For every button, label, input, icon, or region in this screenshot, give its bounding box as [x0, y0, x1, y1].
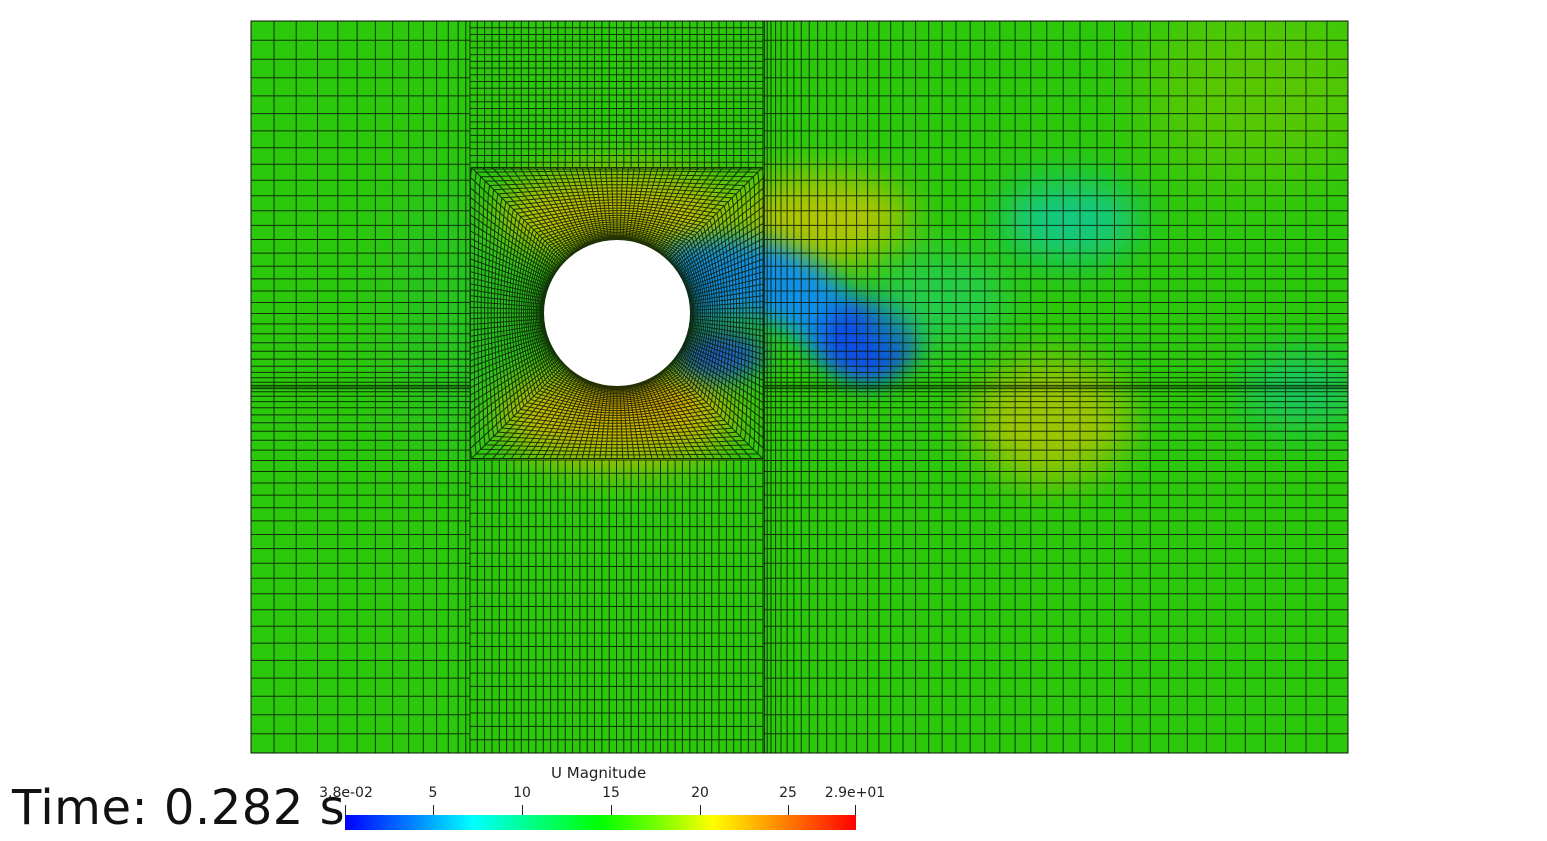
legend-tick-mark [611, 805, 612, 815]
legend-tick-mark [855, 805, 856, 815]
legend-tick-label: 2.9e+01 [824, 785, 886, 801]
legend-tick-label: 10 [513, 785, 531, 801]
legend-tick-label: 20 [691, 785, 709, 801]
mesh-grid [251, 21, 1348, 753]
legend-tick-mark [700, 805, 701, 815]
velocity-field [251, 21, 1348, 753]
legend-tick-label: 5 [428, 785, 438, 801]
legend-tick-label: 3.8e-02 [319, 785, 373, 801]
legend-tick-mark [433, 805, 434, 815]
cylinder [544, 240, 690, 386]
legend-tick-mark [345, 805, 346, 815]
legend-title: U Magnitude [551, 764, 647, 782]
mesh-lines [251, 21, 1348, 753]
legend-tick-mark [522, 805, 523, 815]
colorbar [345, 815, 856, 830]
domain-border [250, 20, 1349, 754]
legend-tick-mark [788, 805, 789, 815]
time-label: Time: 0.282 s [12, 780, 346, 836]
legend-tick-label: 25 [779, 785, 797, 801]
legend-tick-label: 15 [602, 785, 620, 801]
